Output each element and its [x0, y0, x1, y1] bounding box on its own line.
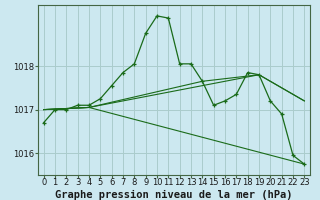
X-axis label: Graphe pression niveau de la mer (hPa): Graphe pression niveau de la mer (hPa) — [55, 190, 293, 200]
